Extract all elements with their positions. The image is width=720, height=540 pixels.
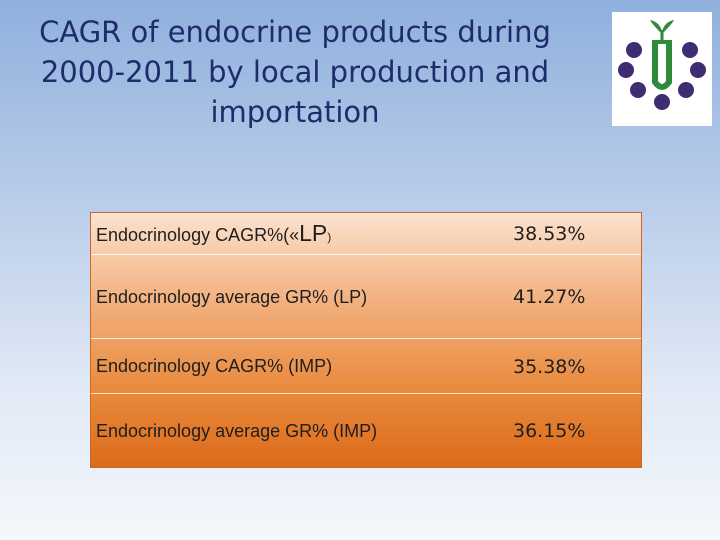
row-value: 35.38% bbox=[513, 355, 586, 378]
row-value: 36.15% bbox=[513, 420, 586, 442]
table-row: Endocrinology average GR% (LP) 41.27% bbox=[91, 254, 641, 339]
table-row: Endocrinology average GR% (IMP) 36.15% bbox=[91, 393, 641, 468]
logo-graphic bbox=[618, 20, 706, 110]
slide-title: CAGR of endocrine products during 2000-2… bbox=[10, 12, 580, 132]
row-label-prefix: Endocrinology CAGR%(« bbox=[96, 225, 300, 245]
row-label: Endocrinology CAGR% (IMP) bbox=[96, 356, 333, 376]
row-label: Endocrinology average GR% (IMP) bbox=[96, 420, 378, 441]
row-value: 41.27% bbox=[513, 286, 586, 308]
pharma-logo-icon bbox=[612, 12, 712, 126]
slide-title-line-1: CAGR of endocrine products during bbox=[39, 15, 551, 49]
slide-title-line-3: importation bbox=[210, 95, 380, 129]
slide-title-line-2: 2000-2011 by local production and bbox=[40, 55, 550, 89]
table-row: Endocrinology CAGR%(«LP) 38.53% bbox=[91, 213, 641, 254]
row-label: Endocrinology CAGR%(«LP) bbox=[91, 220, 513, 247]
table-row: Endocrinology CAGR% (IMP) 35.38% bbox=[91, 338, 641, 394]
row-value: 38.53% bbox=[513, 222, 586, 245]
row-label-suffix: ) bbox=[327, 230, 332, 244]
row-label-lp: LP bbox=[299, 220, 328, 246]
row-label: Endocrinology average GR% (LP) bbox=[96, 286, 368, 307]
cagr-table: Endocrinology CAGR%(«LP) 38.53% Endocrin… bbox=[90, 212, 642, 468]
